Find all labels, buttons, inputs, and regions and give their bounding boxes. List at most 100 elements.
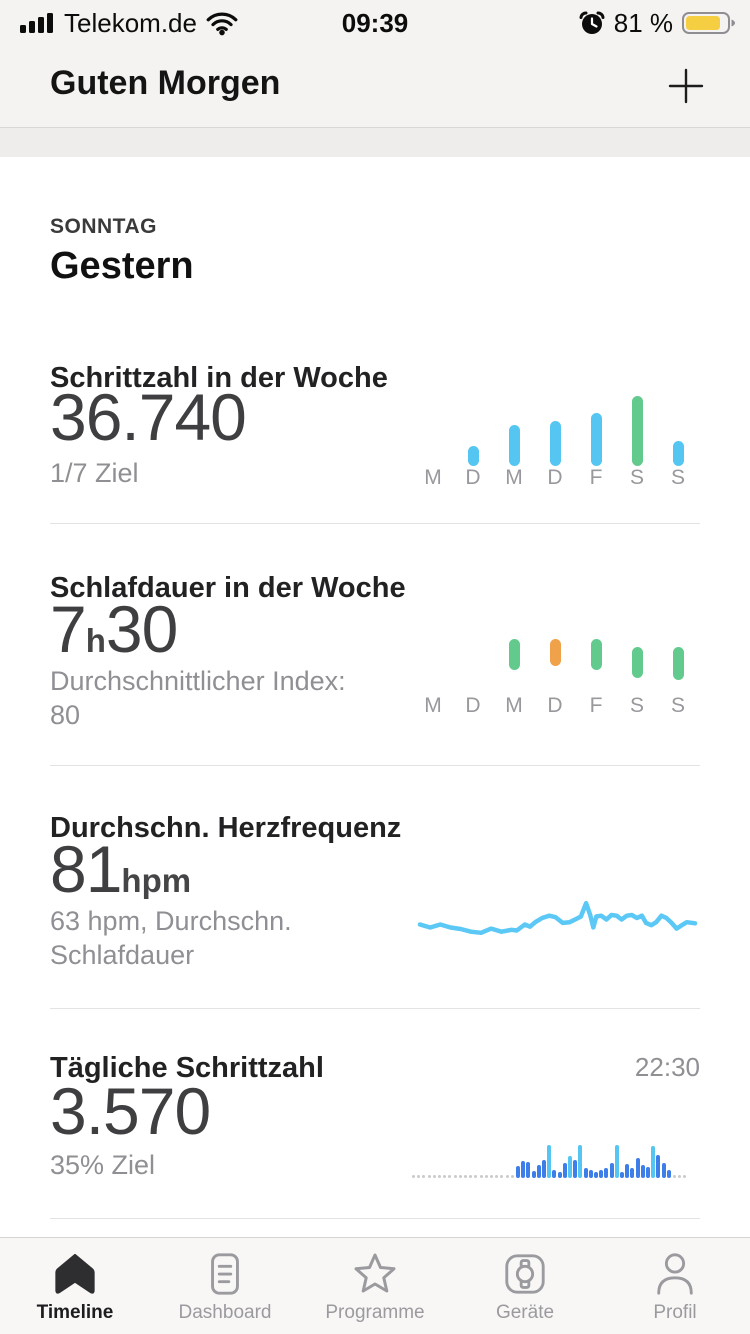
day-label: D: [547, 466, 563, 489]
divider: [50, 523, 700, 524]
card-heart-rate[interactable]: Durchschn. Herzfrequenz 81hpm 63 hpm, Du…: [0, 765, 750, 1008]
tab-bar: Timeline Dashboard Programme Geräte: [0, 1237, 750, 1334]
day-label: M: [505, 694, 523, 717]
intraday-bar: [646, 1167, 650, 1178]
intraday-bar: [583, 1168, 588, 1178]
status-bar: Telekom.de 09:39 81 %: [0, 0, 750, 44]
intraday-bar: [562, 1163, 567, 1178]
intraday-bar: [547, 1145, 552, 1178]
card-subtitle: Durchschnittlicher Index: 80: [50, 666, 346, 730]
add-button[interactable]: [662, 62, 710, 110]
tab-label: Programme: [325, 1302, 425, 1323]
week-bar: [631, 396, 643, 466]
alarm-clock-icon: [579, 11, 605, 34]
intraday-bar: [526, 1162, 531, 1178]
week-bar: [672, 441, 684, 466]
status-time: 09:39: [341, 8, 409, 38]
intraday-bar: [599, 1170, 604, 1178]
header-divider: [0, 127, 750, 128]
intraday-bar: [609, 1163, 614, 1178]
week-bar: [590, 413, 602, 466]
week-bar: [549, 639, 561, 666]
card-steps-week[interactable]: Schrittzahl in der Woche 36.740 1/7 Ziel…: [0, 340, 750, 523]
day-label: D: [547, 694, 563, 717]
card-value: 7h30: [50, 596, 178, 662]
card-sleep-week[interactable]: Schlafdauer in der Woche 7h30 Durchschni…: [0, 523, 750, 765]
baseline-dot: [453, 1175, 457, 1178]
baseline-dot: [510, 1175, 514, 1178]
tab-label: Dashboard: [178, 1302, 272, 1323]
baseline-dot: [495, 1175, 499, 1178]
baseline-dot: [683, 1175, 687, 1178]
day-label: S: [629, 694, 644, 717]
intraday-bar: [620, 1172, 624, 1178]
week-bar: [590, 639, 602, 670]
weekday-label: SONNTAG: [50, 215, 157, 238]
baseline-dot: [490, 1175, 493, 1178]
value-number: 7: [50, 592, 87, 666]
date-section: SONNTAG Gestern: [50, 215, 194, 288]
baseline-dot: [458, 1175, 462, 1178]
day-label: S: [629, 466, 644, 489]
baseline-dot: [678, 1175, 682, 1178]
day-label: M: [424, 694, 442, 717]
baseline-dot: [469, 1175, 473, 1178]
intraday-bar: [640, 1165, 645, 1178]
baseline-dot: [673, 1175, 676, 1178]
day-label: S: [670, 694, 685, 717]
card-timestamp: 22:30: [634, 1052, 700, 1082]
day-label: M: [424, 466, 442, 489]
divider: [50, 765, 700, 766]
intraday-bar: [531, 1171, 536, 1178]
week-bar: [467, 446, 479, 466]
baseline-dot: [432, 1175, 436, 1178]
intraday-bar: [568, 1156, 572, 1178]
card-value: 36.740: [50, 380, 247, 454]
card-subtitle: 35% Ziel: [50, 1150, 156, 1180]
baseline-dot: [417, 1175, 421, 1178]
tab-timeline[interactable]: Timeline: [0, 1238, 150, 1334]
baseline-dot: [422, 1175, 426, 1178]
baseline-dot: [438, 1175, 441, 1178]
week-bar: [508, 639, 520, 670]
intraday-bar: [630, 1168, 635, 1178]
intraday-bar: [594, 1172, 598, 1178]
baseline-dot: [484, 1175, 488, 1178]
app-header: Guten Morgen: [0, 44, 750, 127]
wifi-icon: [206, 12, 238, 36]
week-bar: [508, 425, 520, 466]
intraday-bar: [635, 1158, 640, 1178]
dashboard-icon: [202, 1248, 248, 1300]
day-label: D: [465, 694, 481, 717]
value-unit: hpm: [121, 862, 192, 899]
week-bar: [549, 421, 561, 466]
value-number: 30: [105, 592, 178, 666]
baseline-dot: [443, 1175, 447, 1178]
tab-dashboard[interactable]: Dashboard: [150, 1238, 300, 1334]
card-subtitle: 1/7 Ziel: [50, 458, 139, 488]
tab-programme[interactable]: Programme: [300, 1238, 450, 1334]
intraday-bar: [661, 1163, 666, 1178]
intraday-bar: [625, 1164, 630, 1178]
intraday-bar: [542, 1160, 546, 1178]
tab-label: Profil: [653, 1302, 697, 1323]
tab-geraete[interactable]: Geräte: [450, 1238, 600, 1334]
intraday-bar: [536, 1165, 541, 1178]
tab-profil[interactable]: Profil: [600, 1238, 750, 1334]
star-icon: [351, 1248, 399, 1300]
intraday-bar: [651, 1146, 656, 1178]
day-label: D: [465, 466, 481, 489]
week-bar: [631, 647, 643, 678]
page-title: Guten Morgen: [50, 64, 281, 102]
daily-steps-chart: [412, 1140, 700, 1185]
cell-signal-icon: [20, 13, 53, 33]
day-label: M: [505, 466, 523, 489]
intraday-bar: [604, 1168, 609, 1178]
battery-icon: [682, 12, 735, 34]
profile-icon: [652, 1248, 698, 1300]
intraday-bar: [573, 1160, 578, 1178]
card-daily-steps[interactable]: 22:30 Tägliche Schrittzahl 3.570 35% Zie…: [0, 1008, 750, 1218]
day-label: S: [670, 466, 685, 489]
intraday-bar: [552, 1170, 557, 1178]
